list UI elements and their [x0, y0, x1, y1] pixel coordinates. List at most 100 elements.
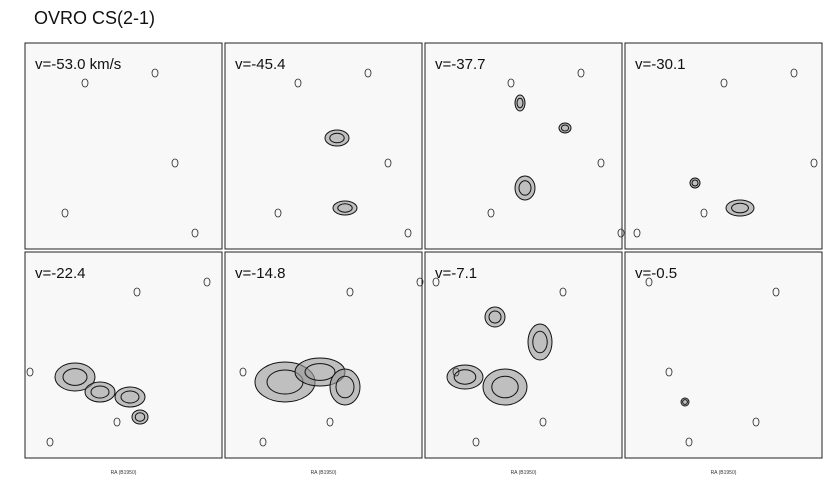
noise-contour	[171, 158, 179, 168]
contour	[329, 368, 361, 406]
contour	[332, 200, 358, 216]
emission-fill	[485, 307, 505, 327]
noise-contour	[26, 367, 34, 377]
contour	[134, 412, 146, 422]
x-axis-label: RA (B1950)	[711, 470, 737, 476]
x-axis-label: RA (B1950)	[511, 470, 537, 476]
noise-contour	[720, 78, 728, 88]
emission-fill	[515, 176, 535, 200]
emission-fill	[132, 410, 148, 424]
noise-contour	[274, 208, 282, 218]
contour	[560, 124, 570, 132]
panel-background	[424, 42, 623, 250]
noise-contour	[191, 228, 199, 238]
noise-contour	[685, 437, 693, 447]
noise-contour	[61, 208, 69, 218]
panel-label: v=-37.7	[435, 56, 485, 73]
contour	[514, 94, 526, 112]
contour	[90, 385, 110, 399]
noise-contour	[487, 208, 495, 218]
contour	[691, 179, 699, 187]
contour	[329, 132, 345, 144]
contour	[337, 203, 353, 213]
noise-contour	[364, 68, 372, 78]
emission-fill	[55, 363, 95, 391]
x-axis-label: RA (B1950)	[111, 470, 137, 476]
noise-contour	[772, 287, 780, 297]
panel-background	[624, 251, 823, 459]
noise-contour	[577, 68, 585, 78]
emission-fill	[528, 324, 552, 360]
panel-background	[424, 251, 623, 459]
contour	[491, 375, 519, 399]
emission-fill	[726, 200, 754, 216]
noise-contour	[559, 287, 567, 297]
noise-contour	[597, 158, 605, 168]
noise-contour	[294, 78, 302, 88]
channel-panel: v=-0.5 RA (B1950)	[624, 251, 823, 476]
contour	[62, 368, 88, 386]
contour	[527, 323, 553, 361]
contour	[516, 97, 524, 109]
panel-background	[24, 251, 223, 459]
contour	[324, 129, 350, 147]
noise-contour	[752, 417, 760, 427]
noise-contour	[384, 158, 392, 168]
panel-background	[24, 42, 223, 250]
emission-fill	[515, 95, 525, 111]
contour	[304, 363, 336, 381]
channel-panel: v=-14.8 RA (B1950)	[224, 251, 424, 476]
noise-contour	[700, 208, 708, 218]
panel-label: v=-45.4	[235, 56, 285, 73]
contour	[682, 399, 688, 405]
noise-contour	[346, 287, 354, 297]
contour	[488, 310, 502, 324]
emission-fill	[325, 130, 349, 146]
noise-contour	[81, 78, 89, 88]
contour	[120, 390, 140, 404]
channel-panel: v=-37.7	[424, 42, 625, 250]
contour	[731, 202, 749, 214]
contour	[114, 386, 146, 408]
noise-contour	[507, 78, 515, 88]
contour	[558, 122, 572, 134]
channel-panel: v=-22.4 RA (B1950)	[24, 251, 223, 476]
contour	[725, 199, 755, 217]
contour	[453, 369, 477, 385]
contour	[446, 364, 484, 390]
noise-contour	[239, 367, 247, 377]
noise-contour	[617, 228, 625, 238]
noise-contour	[259, 437, 267, 447]
panel-label: v=-0.5	[635, 265, 677, 282]
figure-title: OVRO CS(2-1)	[34, 8, 155, 28]
contour	[532, 330, 548, 354]
contour	[518, 180, 532, 196]
emission-fill	[85, 382, 115, 402]
noise-contour	[472, 437, 480, 447]
noise-contour	[151, 68, 159, 78]
contour	[131, 409, 149, 425]
emission-fill	[115, 387, 145, 407]
emission-fill	[483, 369, 527, 405]
contour	[680, 397, 690, 407]
channel-panel: v=-7.1 RA (B1950)	[424, 251, 623, 476]
panel-label: v=-30.1	[635, 56, 685, 73]
contour	[482, 368, 528, 406]
emission-fill	[690, 178, 700, 188]
noise-contour	[404, 228, 412, 238]
emission-fill	[333, 201, 357, 215]
contour	[54, 362, 96, 392]
channel-panel: v=-30.1	[624, 42, 823, 250]
noise-contour	[665, 367, 673, 377]
contour	[335, 375, 355, 399]
panel-label: v=-22.4	[35, 265, 85, 282]
x-axis-label: RA (B1950)	[311, 470, 337, 476]
panel-background	[224, 42, 423, 250]
emission-fill	[447, 365, 483, 389]
panel-label: v=-53.0 km/s	[35, 56, 121, 73]
panel-label: v=-7.1	[435, 265, 477, 282]
noise-contour	[539, 417, 547, 427]
channel-panel: v=-45.4	[224, 42, 423, 250]
contour	[84, 381, 116, 403]
noise-contour	[113, 417, 121, 427]
